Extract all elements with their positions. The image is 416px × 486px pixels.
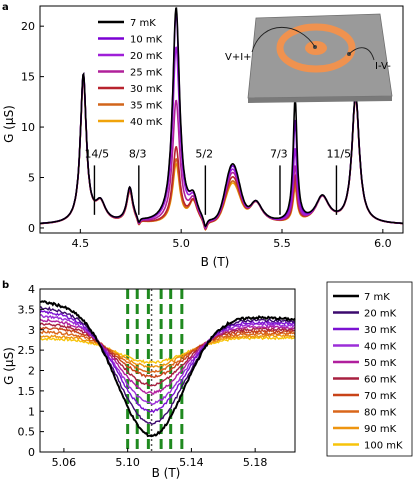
panel-b-xtick-label: 5.14 <box>179 456 204 469</box>
annotation-label: 14/5 <box>84 147 109 160</box>
legend-label: 100 mK <box>364 441 403 452</box>
panel-a-ytick-label: 20 <box>21 20 35 33</box>
device-inset: V+I+ I-V- <box>225 13 393 103</box>
inset-label-left: V+I+ <box>225 52 252 63</box>
inset-substrate-edge <box>248 96 392 103</box>
panel-b-xlabel: B (T) <box>152 466 181 480</box>
panel-b-xtick-label: 5.10 <box>115 456 140 469</box>
panel-a-series <box>40 7 404 231</box>
panel-b-series-line <box>39 335 296 365</box>
legend-label: 90 mK <box>364 424 397 435</box>
panel-a-xtick-label: 5.0 <box>172 237 190 250</box>
legend-label: 10 mK <box>130 35 163 46</box>
panel-a-ytick-label: 10 <box>21 121 35 134</box>
panel-a-xtick-label: 6.0 <box>374 237 392 250</box>
panel-a-ytick-label: 0 <box>28 222 35 235</box>
panel-a-series-line <box>40 7 403 228</box>
panel-b-series-line <box>39 306 296 425</box>
panel-a-axes: 4.5 5.0 5.5 6.0 0 5 10 15 20 <box>21 5 404 250</box>
panel-a-annotations: 14/5 8/3 5/2 7/3 11/5 <box>84 147 351 215</box>
panel-b-ytick-label: 0.5 <box>18 426 36 439</box>
panel-b-series-line <box>39 322 296 387</box>
panel-b-ylabel: G (μS) <box>2 347 16 385</box>
panel-b-legend: 7 mK 20 mK 30 mK 40 mK 50 mK 60 mK 70 mK 80 mK 9… <box>326 281 413 457</box>
legend-label: 30 mK <box>130 84 163 95</box>
panel-b-series-line <box>39 313 296 406</box>
panel-b-series-line <box>39 333 296 368</box>
annotation-label: 7/3 <box>270 147 288 160</box>
panel-b-series <box>39 300 296 438</box>
inset-wire-right <box>348 47 375 61</box>
legend-label: 20 mK <box>130 51 163 62</box>
legend-label: 80 mK <box>364 408 397 419</box>
panel-b-guide-lines <box>126 289 184 452</box>
panel-b-series-line <box>39 329 296 373</box>
legend-label: 40 mK <box>130 117 163 128</box>
panel-b-ytick-label: 1.5 <box>18 385 36 398</box>
panel-b-ytick-label: 1 <box>28 405 35 418</box>
inset-outer-ring <box>276 23 356 73</box>
panel-a-ytick-label: 5 <box>28 172 35 185</box>
panel-a-ytick-label: 15 <box>21 71 35 84</box>
legend-label: 70 mK <box>364 391 397 402</box>
legend-label: 7 mK <box>130 18 156 29</box>
panel-a-frame <box>39 5 404 234</box>
annotation-label: 8/3 <box>129 147 147 160</box>
panel-b-series-line <box>39 300 296 438</box>
legend-label: 7 mK <box>364 292 390 303</box>
inset-wire-left <box>251 27 316 53</box>
panel-a-xtick-label: 4.5 <box>72 237 90 250</box>
panel-b-series-line <box>39 326 295 379</box>
legend-label: 20 mK <box>364 309 397 320</box>
panel-b-ytick-label: 0 <box>28 446 35 459</box>
legend-label: 60 mK <box>364 375 397 386</box>
annotation-label: 5/2 <box>195 147 213 160</box>
panel-b-ytick-label: 4 <box>28 283 35 296</box>
legend-label: 50 mK <box>364 358 397 369</box>
panel-b-label: b <box>2 280 9 291</box>
panel-a-xtick-label: 5.5 <box>273 237 291 250</box>
legend-label: 30 mK <box>364 325 397 336</box>
panel-b-axes: 5.06 5.10 5.14 5.18 0 0.5 1 1.5 2 2.5 3 3.5 4 <box>18 283 296 469</box>
legend-label: 35 mK <box>130 101 163 112</box>
inset-label-right: I-V- <box>375 61 391 72</box>
panel-b-ytick-label: 3.5 <box>18 303 36 316</box>
panel-a-xlabel: B (T) <box>201 255 230 269</box>
panel-b-frame <box>39 288 296 453</box>
panel-a-label: a <box>2 2 9 13</box>
legend-label: 40 mK <box>364 342 397 353</box>
panel-b-ytick-label: 3 <box>28 324 35 337</box>
legend-label: 25 mK <box>130 68 163 79</box>
panel-b-xtick-label: 5.18 <box>243 456 268 469</box>
annotation-label: 11/5 <box>326 147 351 160</box>
panel-a-legend: 7 mK 10 mK 20 mK 25 mK 30 mK 35 mK 40 mK <box>98 18 163 128</box>
panel-b-ytick-label: 2.5 <box>18 344 36 357</box>
panel-b-ytick-label: 2 <box>28 365 35 378</box>
panel-b-xtick-label: 5.06 <box>52 456 77 469</box>
panel-a-ylabel: G (μS) <box>2 105 16 143</box>
